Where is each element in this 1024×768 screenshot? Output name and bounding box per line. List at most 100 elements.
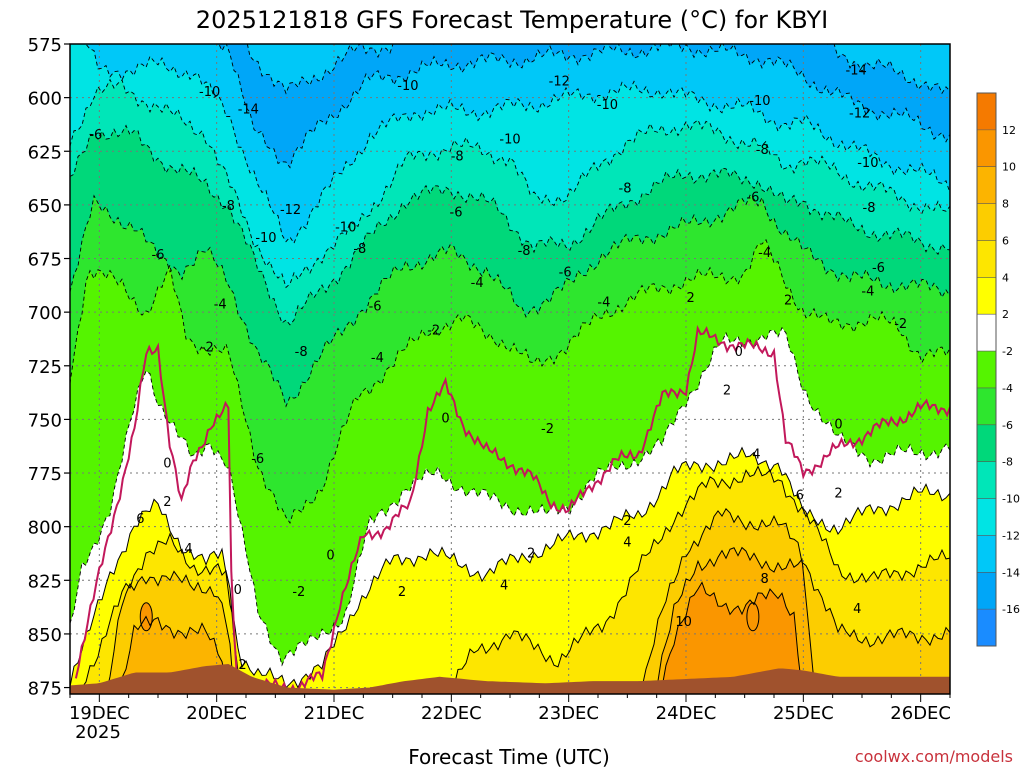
contour-label: -12 <box>549 74 570 89</box>
contour-label: -6 <box>251 452 264 467</box>
contour-label: 0 <box>326 549 334 564</box>
contour-label: -6 <box>450 205 463 220</box>
y-tick-label: 825 <box>28 571 62 592</box>
contour-label: -8 <box>756 143 769 158</box>
y-tick-label: 625 <box>28 142 62 163</box>
contour-label: 2 <box>687 291 695 306</box>
contour-label: -10 <box>749 94 770 109</box>
contour-label: 2 <box>723 383 731 398</box>
contour-label: -12 <box>849 107 870 122</box>
contour-label: -8 <box>451 150 464 165</box>
contour-label: -14 <box>846 64 867 79</box>
warm-pocket <box>746 602 760 632</box>
dashed-isotherm <box>85 44 950 245</box>
colorbar-swatch <box>977 387 996 425</box>
dashed-isotherm <box>70 78 950 289</box>
contour-label: -10 <box>255 231 276 246</box>
colorbar-label: -16 <box>1002 603 1020 616</box>
y-tick-label: 775 <box>28 464 62 485</box>
colorbar-label: 2 <box>1002 308 1009 321</box>
x-axis-title: Forecast Time (UTC) <box>408 745 610 768</box>
temperature-band <box>657 582 805 694</box>
contour-label: -6 <box>559 265 572 280</box>
y-tick-label: 600 <box>28 89 62 110</box>
contour-label: -2 <box>894 317 907 332</box>
contour-label: 2 <box>398 585 406 600</box>
contour-label: 2 <box>163 495 171 510</box>
contour-label: 2 <box>623 514 631 529</box>
contour-label: -4 <box>214 298 227 313</box>
x-tick-label: 24DEC <box>656 703 717 724</box>
solid-isotherm <box>72 465 950 694</box>
contour-label: 10 <box>675 615 692 630</box>
terrain-surface <box>70 664 950 694</box>
x-tick-label: 25DEC <box>773 703 834 724</box>
contour-label: -6 <box>89 128 102 143</box>
contour-labels: 0 2 4 6 0 2 -2 0 2 4 2 2 4 10 8 6 4 2 0 2 -4 2 0 2 4 -2 -4 -6 -6 -8 -8… <box>89 64 907 673</box>
colorbar-swatch <box>977 572 996 610</box>
contour-label: -4 <box>471 276 484 291</box>
zero-isotherm-line <box>74 324 950 694</box>
contour-label: 4 <box>853 602 861 617</box>
x-tick-label: 23DEC <box>538 703 599 724</box>
contour-label: -4 <box>597 295 610 310</box>
y-tick-label: 725 <box>28 357 62 378</box>
grid-lines <box>70 44 950 694</box>
dashed-isotherm <box>70 194 950 408</box>
contour-label: -8 <box>222 199 235 214</box>
colorbar-label: -4 <box>1002 382 1013 395</box>
contour-label: -6 <box>746 190 759 205</box>
colorbar-swatch <box>977 424 996 462</box>
colorbar-swatch <box>977 129 996 167</box>
colorbar-label: -2 <box>1002 345 1013 358</box>
y-tick-label: 700 <box>28 303 62 324</box>
contour-label: 4 <box>623 536 631 551</box>
colorbar-label: -14 <box>1002 566 1020 579</box>
y-tick-label: 800 <box>28 518 62 539</box>
contour-label: -2 <box>541 422 554 437</box>
colorbar-swatch <box>977 351 996 388</box>
x-axis: 19DEC 20DEC 21DEC 22DEC 23DEC 24DEC 25DEC 26DEC <box>69 694 951 724</box>
colorbar-swatch <box>977 240 996 278</box>
credit-link[interactable]: coolwx.com/models <box>855 747 1013 766</box>
colorbar-swatch <box>977 93 996 130</box>
contour-label: -10 <box>199 85 220 100</box>
dashed-isotherm <box>70 238 950 525</box>
colorbar-label: -12 <box>1002 529 1020 542</box>
contour-label: 0 <box>441 411 449 426</box>
y-tick-label: 750 <box>28 410 62 431</box>
contour-label: 2 <box>527 546 535 561</box>
x-tick-label: 20DEC <box>186 703 247 724</box>
colorbar-label: 12 <box>1002 124 1016 137</box>
colorbar-label: 10 <box>1002 161 1016 174</box>
contour-label: -12 <box>280 203 301 218</box>
dashed-isotherm <box>70 326 950 667</box>
contour-label: 4 <box>500 579 508 594</box>
contour-label: -2 <box>427 323 440 338</box>
contour-label: 6 <box>136 512 144 527</box>
colorbar: 12 10 8 6 4 2 -2 -4 -6 -8 -10 -12 -14 -16 <box>976 92 1020 647</box>
x-tick-label: 22DEC <box>421 703 482 724</box>
contour-label: -10 <box>335 220 356 235</box>
contour-label: -6 <box>152 248 165 263</box>
colorbar-swatch <box>977 277 996 315</box>
contour-label: -4 <box>371 351 384 366</box>
colorbar-label: -8 <box>1002 456 1013 469</box>
contour-label: -8 <box>353 242 366 257</box>
colorbar-swatch <box>977 203 996 241</box>
contour-label: 2 <box>834 486 842 501</box>
solid-isotherm <box>105 507 950 694</box>
contour-label: -8 <box>518 244 531 259</box>
contour-label: 4 <box>752 448 760 463</box>
contour-label: 0 <box>834 418 842 433</box>
chart-title: 2025121818 GFS Forecast Temperature (°C)… <box>196 6 828 34</box>
dashed-isotherm <box>218 44 950 169</box>
solid-isotherm <box>117 546 818 694</box>
colorbar-swatch <box>977 166 996 204</box>
plot-area: 0 2 4 6 0 2 -2 0 2 4 2 2 4 10 8 6 4 2 0 2 -4 2 0 2 4 -2 -4 -6 -6 -8 -8… <box>70 44 950 694</box>
contour-label: 0 <box>163 456 171 471</box>
colorbar-frame <box>976 92 997 647</box>
contour-label: -4 <box>861 285 874 300</box>
contour-label: -10 <box>597 98 618 113</box>
